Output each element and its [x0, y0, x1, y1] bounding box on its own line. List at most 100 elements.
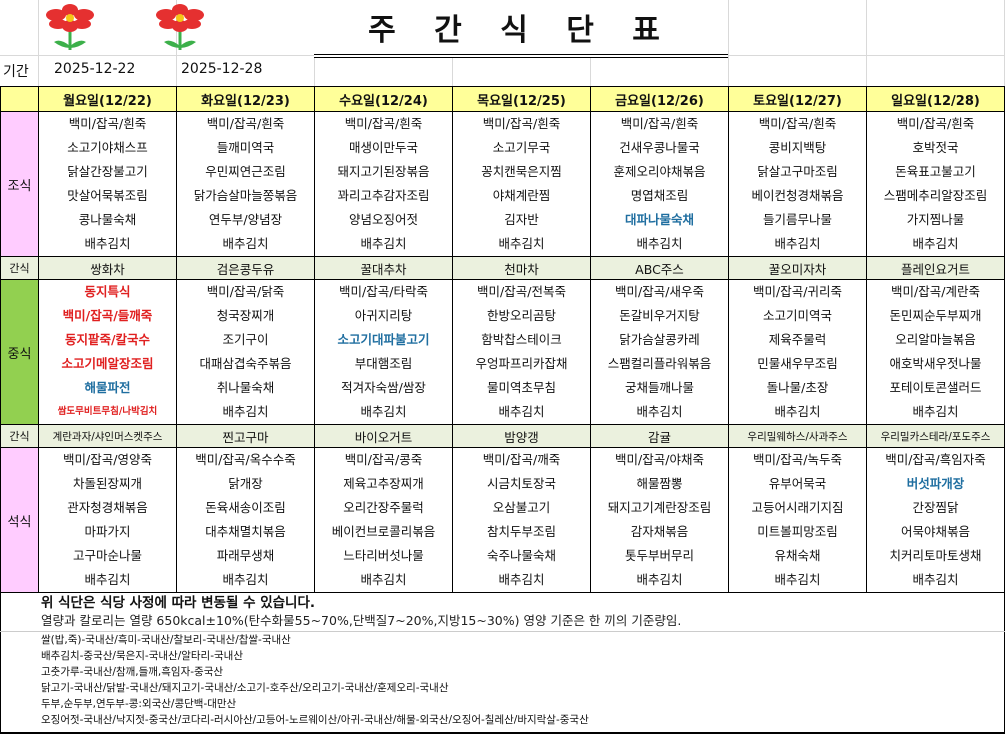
- origin-line: 쌀(밥,죽)-국내산/흑미-국내산/찰보리-국내산/찹쌀-국내산: [41, 634, 291, 646]
- breakfast-cell: 백미/잡곡/흰죽 건새우콩나물국 훈제오리야채볶음 명엽채조림 대파나물숙채 배추김치: [590, 111, 729, 257]
- day-header-row: 월요일(12/22) 화요일(12/23) 수요일(12/24) 목요일(12/25)…: [0, 86, 1005, 112]
- menu-item: 백미/잡곡/녹두죽: [753, 452, 842, 467]
- menu-item: 동지특식: [84, 284, 131, 299]
- menu-item: 돈민찌순두부찌개: [889, 308, 982, 323]
- menu-item: 백미/잡곡/흰죽: [344, 116, 423, 131]
- origin-line: 오징어젓-국내산/낙지젓-중국산/코다리-러시아산/고등어-노르웨이산/아귀-국…: [41, 714, 589, 726]
- menu-item: 백미/잡곡/콩죽: [344, 452, 423, 467]
- menu-item: 차돌된장찌개: [72, 476, 142, 491]
- menu-item: 참치두부조림: [486, 524, 556, 539]
- lunch-cell: 백미/잡곡/타락죽 아귀지리탕 소고기대파불고기 부대햄조림 적겨자숙쌈/쌈장 배추김치: [314, 279, 453, 425]
- menu-item: 고등어시래기지짐: [751, 500, 844, 515]
- breakfast-cell: 백미/잡곡/흰죽 매생이만두국 돼지고기된장볶음 꽈리고추감자조림 양념오징어젓 배추김치: [314, 111, 453, 257]
- day-header: 토요일(12/27): [728, 86, 867, 112]
- menu-item: 배추김치: [912, 236, 959, 251]
- menu-item: 미트볼피망조림: [757, 524, 838, 539]
- dinner-cell: 백미/잡곡/영양죽 차돌된장찌개 관자청경채볶음 마파가지 고구마순나물 배추김치: [38, 447, 177, 593]
- dinner-cell: 백미/잡곡/깨죽 시금치토장국 오삼불고기 참치두부조림 숙주나물숙채 배추김치: [452, 447, 591, 593]
- menu-item: 쌈도무비트무침/나박김치: [57, 406, 158, 417]
- menu-item: 파래무생채: [216, 548, 275, 563]
- snack-item: 찐고구마: [176, 424, 315, 448]
- menu-item: 돌나물/초장: [766, 380, 829, 395]
- menu-item: 애호박새우젓나물: [889, 356, 982, 371]
- menu-item: 배추김치: [222, 404, 269, 419]
- snack-item: 밤양갱: [452, 424, 591, 448]
- notice-text: 위 식단은 식당 사정에 따라 변동될 수 있습니다.: [41, 595, 316, 611]
- menu-item: 배추김치: [636, 572, 683, 587]
- notes-row: 위 식단은 식당 사정에 따라 변동될 수 있습니다. 열량과 칼로리는 열량 6…: [0, 592, 1005, 632]
- menu-item: 감자채볶음: [630, 524, 689, 539]
- lunch-cell: 백미/잡곡/새우죽 돈갈비우거지탕 닭가슴살콩카레 스팸컬리플라워볶음 궁채들깨나물 배추…: [590, 279, 729, 425]
- nutrition-text: 열량과 칼로리는 열량 650kcal±10%(탄수화물55~70%,단백질7~…: [41, 613, 682, 628]
- menu-item: 어묵야채볶음: [900, 524, 970, 539]
- menu-item: 배추김치: [912, 404, 959, 419]
- menu-item: 돼지고기된장볶음: [337, 164, 430, 179]
- menu-item: 스팸메추리알장조림: [883, 188, 988, 203]
- menu-item: 백미/잡곡/야채죽: [615, 452, 704, 467]
- snack-item: 우리밀카스테라/포도주스: [866, 424, 1005, 448]
- snack-row: 간식 쌍화차 검은콩두유 꿀대추차 천마차 ABC주스 꿀오미자차 플레인요거트: [0, 256, 1005, 280]
- menu-item: 김자반: [504, 212, 539, 227]
- menu-item: 꽈리고추감자조림: [337, 188, 430, 203]
- menu-item: 건새우콩나물국: [619, 140, 700, 155]
- menu-item: 배추김치: [360, 572, 407, 587]
- breakfast-cell: 백미/잡곡/흰죽 소고기무국 꽁치캔묵은지찜 야채계란찜 김자반 배추김치: [452, 111, 591, 257]
- menu-item: 마파가지: [84, 524, 131, 539]
- menu-item: 민물새우무조림: [757, 356, 838, 371]
- menu-item: 조기구이: [222, 332, 269, 347]
- snack-label: 간식: [0, 424, 39, 448]
- notes-cell: 위 식단은 식당 사정에 따라 변동될 수 있습니다. 열량과 칼로리는 열량 6…: [0, 592, 1005, 632]
- menu-item: 배추김치: [222, 236, 269, 251]
- lunch-cell: 백미/잡곡/전복죽 한방오리곰탕 함박찹스테이크 우엉파프리카잡채 물미역초무침 배추김치: [452, 279, 591, 425]
- lunch-row: 중식 동지특식 백미/잡곡/들깨죽 동지팥죽/칼국수 소고기메알장조림 해물파전 쌈도무비트…: [0, 279, 1005, 425]
- menu-item: 함박찹스테이크: [481, 332, 562, 347]
- menu-item: 해물파전: [84, 380, 131, 395]
- origin-row: 쌀(밥,죽)-국내산/흑미-국내산/찰보리-국내산/찹쌀-국내산 배추김치-중국산…: [0, 631, 1005, 734]
- dinner-cell: 백미/잡곡/콩죽 제육고추장찌개 오리간장주물럭 베이컨브로콜리볶음 느타리버섯나물 배추…: [314, 447, 453, 593]
- flower-icon: [46, 4, 94, 50]
- menu-item: 우엉파프리카잡채: [475, 356, 568, 371]
- menu-item: 유부어묵국: [768, 476, 827, 491]
- lunch-label: 중식: [0, 279, 39, 425]
- menu-item: 포테이토콘샐러드: [889, 380, 982, 395]
- breakfast-cell: 백미/잡곡/흰죽 호박젓국 돈육표고불고기 스팸메추리알장조림 가지찜나물 배추김치: [866, 111, 1005, 257]
- menu-item: 닭개장: [228, 476, 263, 491]
- menu-item: 궁채들깨나물: [624, 380, 694, 395]
- snack-item: 감귤: [590, 424, 729, 448]
- breakfast-cell: 백미/잡곡/흰죽 들깨미역국 우민찌연근조림 닭가슴살마늘쫑볶음 연두부/양념장 배추김치: [176, 111, 315, 257]
- menu-item: 백미/잡곡/흰죽: [758, 116, 837, 131]
- menu-item: 숙주나물숙채: [486, 548, 556, 563]
- menu-item: 돈육표고불고기: [895, 164, 976, 179]
- menu-item: 한방오리곰탕: [486, 308, 556, 323]
- menu-item: 백미/잡곡/깨죽: [482, 452, 561, 467]
- menu-item: 적겨자숙쌈/쌈장: [341, 380, 426, 395]
- menu-item: 양념오징어젓: [348, 212, 418, 227]
- menu-item: 오삼불고기: [492, 500, 551, 515]
- breakfast-label: 조식: [0, 111, 39, 257]
- menu-item: 배추김치: [498, 572, 545, 587]
- menu-item: 해물짬뽕: [636, 476, 683, 491]
- menu-item: 배추김치: [912, 572, 959, 587]
- menu-item: 배추김치: [636, 236, 683, 251]
- menu-item: 소고기메알장조림: [61, 356, 154, 371]
- menu-item: 배추김치: [774, 404, 821, 419]
- menu-item: 훈제오리야채볶음: [613, 164, 706, 179]
- snack-label: 간식: [0, 256, 39, 280]
- menu-item: 맛살어묵볶조림: [67, 188, 148, 203]
- period-start-date: 2025-12-22: [54, 61, 136, 77]
- snack-item: 계란과자/샤인머스켓주스: [38, 424, 177, 448]
- menu-item: 배추김치: [360, 404, 407, 419]
- snack-item: 쌍화차: [38, 256, 177, 280]
- menu-item: 제육주물럭: [768, 332, 827, 347]
- menu-item: 오리간장주물럭: [343, 500, 424, 515]
- corner-cell: [0, 86, 39, 112]
- menu-item: 연두부/양념장: [208, 212, 283, 227]
- period-end-date: 2025-12-28: [181, 61, 263, 77]
- menu-item: 대패삼겹숙주볶음: [199, 356, 292, 371]
- menu-item: 배추김치: [636, 404, 683, 419]
- menu-item: 베이컨청경채볶음: [751, 188, 844, 203]
- menu-item: 아귀지리탕: [354, 308, 413, 323]
- menu-item: 배추김치: [360, 236, 407, 251]
- snack-item: 플레인요거트: [866, 256, 1005, 280]
- snack-item: 꿀대추차: [314, 256, 453, 280]
